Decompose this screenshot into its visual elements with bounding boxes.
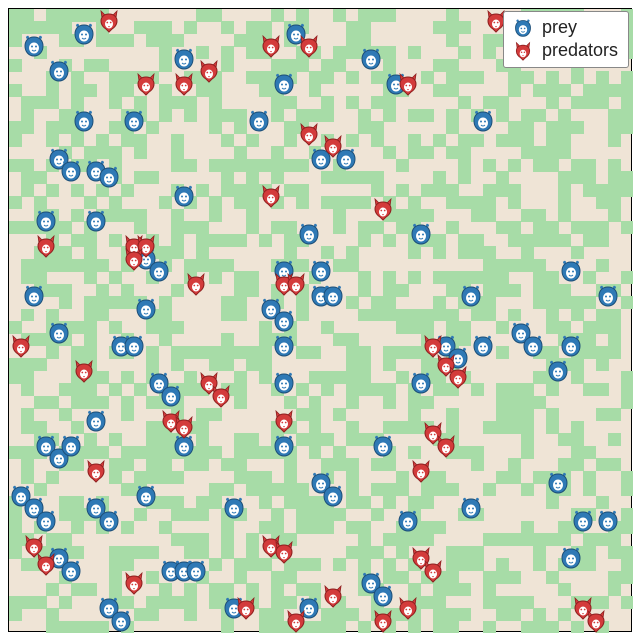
prey-marker <box>59 159 83 183</box>
predator-marker <box>297 122 321 146</box>
predator-marker <box>434 434 458 458</box>
prey-marker <box>521 334 545 358</box>
prey-marker <box>34 509 58 533</box>
prey-marker <box>172 184 196 208</box>
predator-marker <box>209 384 233 408</box>
predator-marker <box>122 247 146 271</box>
prey-marker <box>471 334 495 358</box>
predator-marker <box>184 272 208 296</box>
prey-marker <box>559 334 583 358</box>
prey-marker <box>59 434 83 458</box>
predator-marker <box>396 596 420 620</box>
prey-marker <box>546 471 570 495</box>
prey-marker <box>122 109 146 133</box>
prey-marker <box>272 72 296 96</box>
predator-marker <box>172 415 196 439</box>
prey-marker <box>34 209 58 233</box>
predator-marker <box>234 596 258 620</box>
predator-marker <box>371 609 395 633</box>
grass-grid <box>9 9 631 631</box>
prey-marker <box>122 334 146 358</box>
prey-marker <box>409 222 433 246</box>
predator-marker <box>84 459 108 483</box>
prey-marker <box>172 47 196 71</box>
legend-label-predators: predators <box>542 39 618 62</box>
prey-marker <box>396 509 420 533</box>
prey-marker <box>272 371 296 395</box>
predator-marker <box>409 459 433 483</box>
predator-marker <box>371 197 395 221</box>
prey-marker <box>22 284 46 308</box>
prey-marker <box>559 546 583 570</box>
prey-marker <box>134 297 158 321</box>
prey-marker <box>109 609 133 633</box>
prey-marker <box>371 584 395 608</box>
prey-marker <box>47 321 71 345</box>
predator-marker <box>34 234 58 258</box>
predator-marker <box>72 359 96 383</box>
prey-marker <box>371 434 395 458</box>
prey-marker <box>84 209 108 233</box>
prey-marker <box>22 34 46 58</box>
predator-marker <box>122 571 146 595</box>
predator-marker <box>297 34 321 58</box>
prey-marker <box>159 384 183 408</box>
simulation-canvas: prey predators <box>8 8 632 632</box>
predator-marker <box>134 72 158 96</box>
prey-marker <box>134 484 158 508</box>
predator-marker <box>321 134 345 158</box>
predator-marker <box>396 72 420 96</box>
predator-marker <box>272 540 296 564</box>
predator-marker <box>97 9 121 33</box>
predator-marker <box>421 559 445 583</box>
prey-marker <box>59 559 83 583</box>
prey-marker <box>571 509 595 533</box>
predator-prey-simulation: prey predators <box>0 0 640 640</box>
predator-marker <box>34 552 58 576</box>
legend-row-prey: prey <box>510 16 618 39</box>
prey-marker <box>309 259 333 283</box>
prey-marker <box>321 284 345 308</box>
wolf-icon <box>510 41 536 61</box>
prey-marker <box>459 496 483 520</box>
prey-marker <box>47 59 71 83</box>
predator-marker <box>197 59 221 83</box>
prey-marker <box>471 109 495 133</box>
prey-marker <box>184 559 208 583</box>
predator-marker <box>284 609 308 633</box>
prey-marker <box>297 222 321 246</box>
prey-marker <box>84 409 108 433</box>
predator-marker <box>584 609 608 633</box>
prey-marker <box>222 496 246 520</box>
sheep-icon <box>510 18 536 38</box>
prey-marker <box>596 509 620 533</box>
prey-marker <box>272 434 296 458</box>
predator-marker <box>259 34 283 58</box>
prey-marker <box>72 22 96 46</box>
legend-row-predators: predators <box>510 39 618 62</box>
predator-marker <box>272 409 296 433</box>
prey-marker <box>272 334 296 358</box>
predator-marker <box>446 365 470 389</box>
prey-marker <box>546 359 570 383</box>
prey-marker <box>596 284 620 308</box>
prey-marker <box>147 259 171 283</box>
prey-marker <box>459 284 483 308</box>
prey-marker <box>559 259 583 283</box>
predator-marker <box>321 584 345 608</box>
prey-marker <box>247 109 271 133</box>
prey-marker <box>97 509 121 533</box>
predator-marker <box>284 272 308 296</box>
predator-marker <box>172 72 196 96</box>
legend-label-prey: prey <box>542 16 577 39</box>
prey-marker <box>321 484 345 508</box>
prey-marker <box>409 371 433 395</box>
predator-marker <box>259 184 283 208</box>
prey-marker <box>72 109 96 133</box>
predator-marker <box>9 334 33 358</box>
legend: prey predators <box>503 11 629 68</box>
prey-marker <box>97 165 121 189</box>
prey-marker <box>359 47 383 71</box>
prey-marker <box>272 309 296 333</box>
